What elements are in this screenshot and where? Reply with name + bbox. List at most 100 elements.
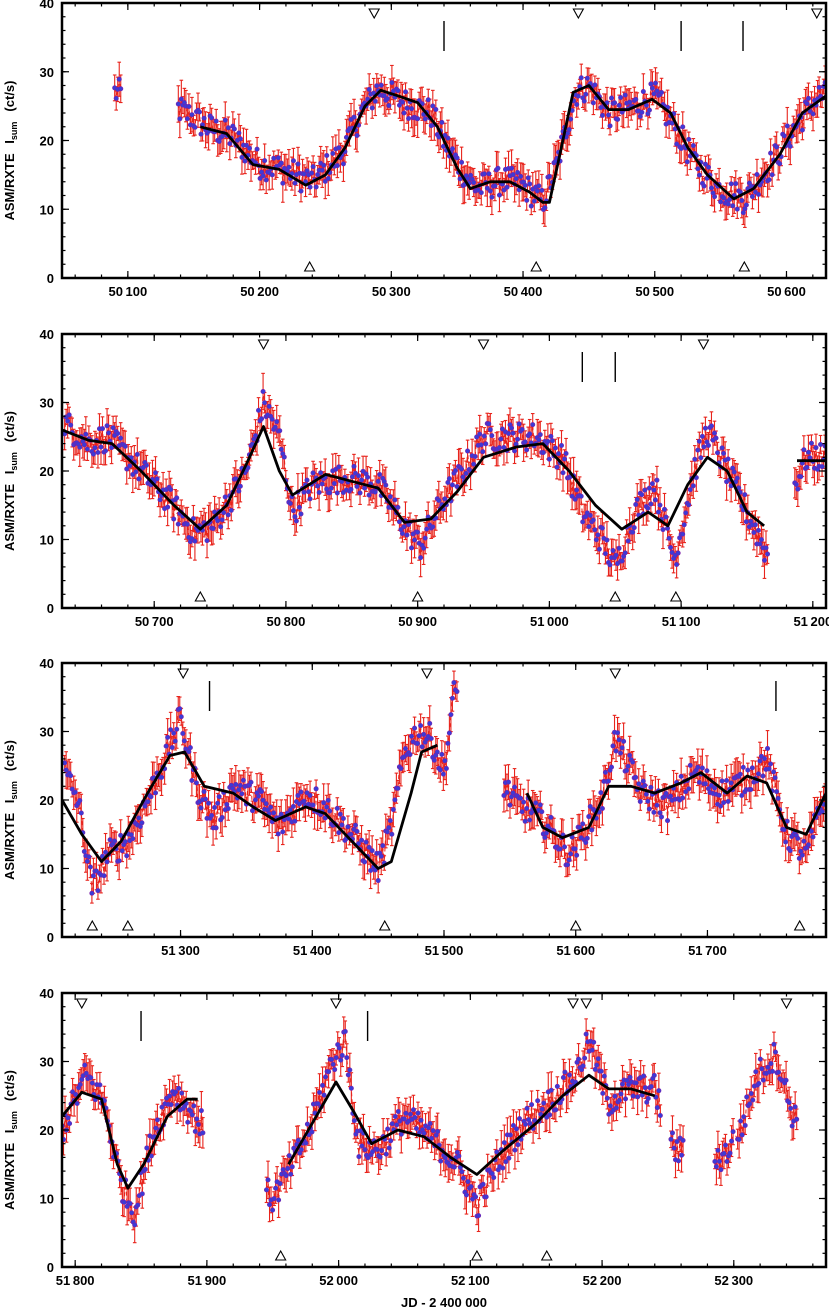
data-point [574, 101, 580, 107]
data-point [599, 112, 605, 118]
data-point [758, 537, 764, 543]
data-point [406, 115, 412, 121]
data-point [536, 183, 542, 189]
data-point [362, 485, 368, 491]
data-point [713, 435, 719, 441]
data-point [743, 519, 749, 525]
data-point [236, 130, 242, 136]
data-point [460, 474, 466, 480]
data-point [351, 114, 357, 120]
data-point [616, 545, 622, 551]
data-point [225, 512, 231, 518]
data-point [374, 83, 380, 89]
data-point [178, 96, 184, 102]
data-point [304, 477, 310, 483]
x-tick-label: 50 300 [372, 284, 411, 299]
y-axis-label-unit: (ct/s) [2, 81, 17, 112]
data-point [496, 192, 502, 198]
data-point [580, 519, 586, 525]
data-point [231, 126, 237, 132]
data-point [449, 482, 455, 488]
data-point [572, 496, 578, 502]
data-point [681, 522, 687, 528]
data-point [318, 470, 324, 476]
data-point [630, 529, 636, 535]
data-point [692, 456, 698, 462]
data-point [184, 521, 190, 527]
data-point [81, 442, 87, 448]
data-point [109, 445, 115, 451]
data-point [354, 133, 360, 139]
data-point [486, 171, 492, 177]
data-point [702, 161, 708, 167]
data-point [612, 100, 618, 106]
data-point [813, 445, 819, 451]
data-point [604, 537, 610, 543]
data-point [330, 150, 336, 156]
data-point [690, 143, 696, 149]
data-point [574, 487, 580, 493]
data-point [542, 205, 548, 211]
data-point [280, 180, 286, 186]
data-point [663, 514, 669, 520]
y-tick-label: 10 [40, 533, 54, 548]
data-point [465, 448, 471, 454]
data-point [537, 432, 543, 438]
data-point [804, 464, 810, 470]
x-tick-label: 50 600 [767, 284, 806, 299]
data-point [754, 172, 760, 178]
data-point [562, 456, 568, 462]
data-point [389, 80, 395, 86]
data-point [622, 550, 628, 556]
data-point [319, 167, 325, 173]
data-point [655, 509, 661, 515]
data-point [118, 86, 124, 92]
data-point [227, 141, 233, 147]
data-point [325, 175, 331, 181]
data-point [549, 438, 555, 444]
data-point [189, 112, 195, 118]
data-point [190, 516, 196, 522]
x-tick-label: 50 400 [504, 284, 543, 299]
data-point [627, 99, 633, 105]
data-point [674, 141, 680, 147]
data-point [322, 178, 328, 184]
data-point [313, 184, 319, 190]
data-point [524, 447, 530, 453]
data-point [310, 470, 316, 476]
data-point [278, 446, 284, 452]
y-axis-label-symbol: I [2, 471, 17, 475]
data-point [84, 446, 90, 452]
data-point [334, 163, 340, 169]
data-point [799, 127, 805, 133]
data-point [683, 510, 689, 516]
data-point [290, 508, 296, 514]
data-point [818, 441, 824, 447]
data-point [412, 537, 418, 543]
data-point [719, 445, 725, 451]
y-tick-label: 0 [47, 601, 54, 616]
data-point [116, 76, 122, 82]
data-point [340, 161, 346, 167]
data-point [324, 152, 330, 158]
data-point [708, 423, 714, 429]
panel-1: 0 10 20 30 40 50 100 50 200 50 300 50 400 50 500 5… [2, 0, 828, 299]
data-point [774, 144, 780, 150]
data-point [701, 183, 707, 189]
data-point [272, 424, 278, 430]
data-point [404, 532, 410, 538]
data-point [409, 106, 415, 112]
data-point [157, 497, 163, 503]
data-point [228, 507, 234, 513]
y-axis-label-unit: (ct/s) [2, 411, 17, 442]
up-triangle-marker [530, 260, 543, 272]
data-point [222, 494, 228, 500]
data-point [307, 184, 313, 190]
data-point [281, 454, 287, 460]
data-point [583, 91, 589, 97]
data-point [286, 164, 292, 170]
data-point [287, 500, 293, 506]
data-point [545, 438, 551, 444]
data-point [83, 431, 89, 437]
data-point [622, 92, 628, 98]
